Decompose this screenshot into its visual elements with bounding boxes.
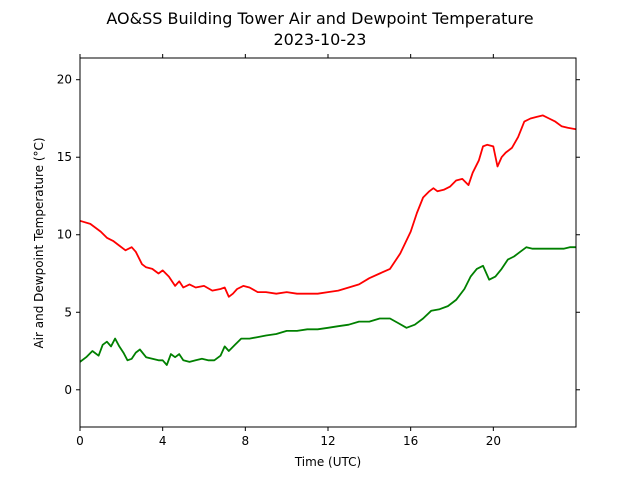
y-tick-label: 10 xyxy=(57,228,72,242)
x-tick-label: 12 xyxy=(320,434,335,448)
x-tick-label: 4 xyxy=(159,434,167,448)
x-axis-label: Time (UTC) xyxy=(294,455,361,469)
chart-title: AO&SS Building Tower Air and Dewpoint Te… xyxy=(106,9,533,28)
y-tick-label: 5 xyxy=(64,305,72,319)
y-tick-label: 0 xyxy=(64,383,72,397)
y-tick-label: 20 xyxy=(57,73,72,87)
series-line-1 xyxy=(79,114,577,298)
plot-frame xyxy=(79,57,577,428)
x-tick-label: 20 xyxy=(486,434,501,448)
x-tick-label: 8 xyxy=(242,434,250,448)
ticks-layer: 0 4 8 12 16 20 0 5 10 15 20 xyxy=(57,54,580,448)
x-tick-label: 16 xyxy=(403,434,418,448)
x-tick-label: 0 xyxy=(76,434,84,448)
chart-subtitle: 2023-10-23 xyxy=(274,30,367,49)
y-axis-label: Air and Dewpoint Temperature (°C) xyxy=(32,137,46,348)
series-line-2 xyxy=(79,246,576,366)
series-layer xyxy=(79,114,577,366)
y-tick-label: 15 xyxy=(57,150,72,164)
